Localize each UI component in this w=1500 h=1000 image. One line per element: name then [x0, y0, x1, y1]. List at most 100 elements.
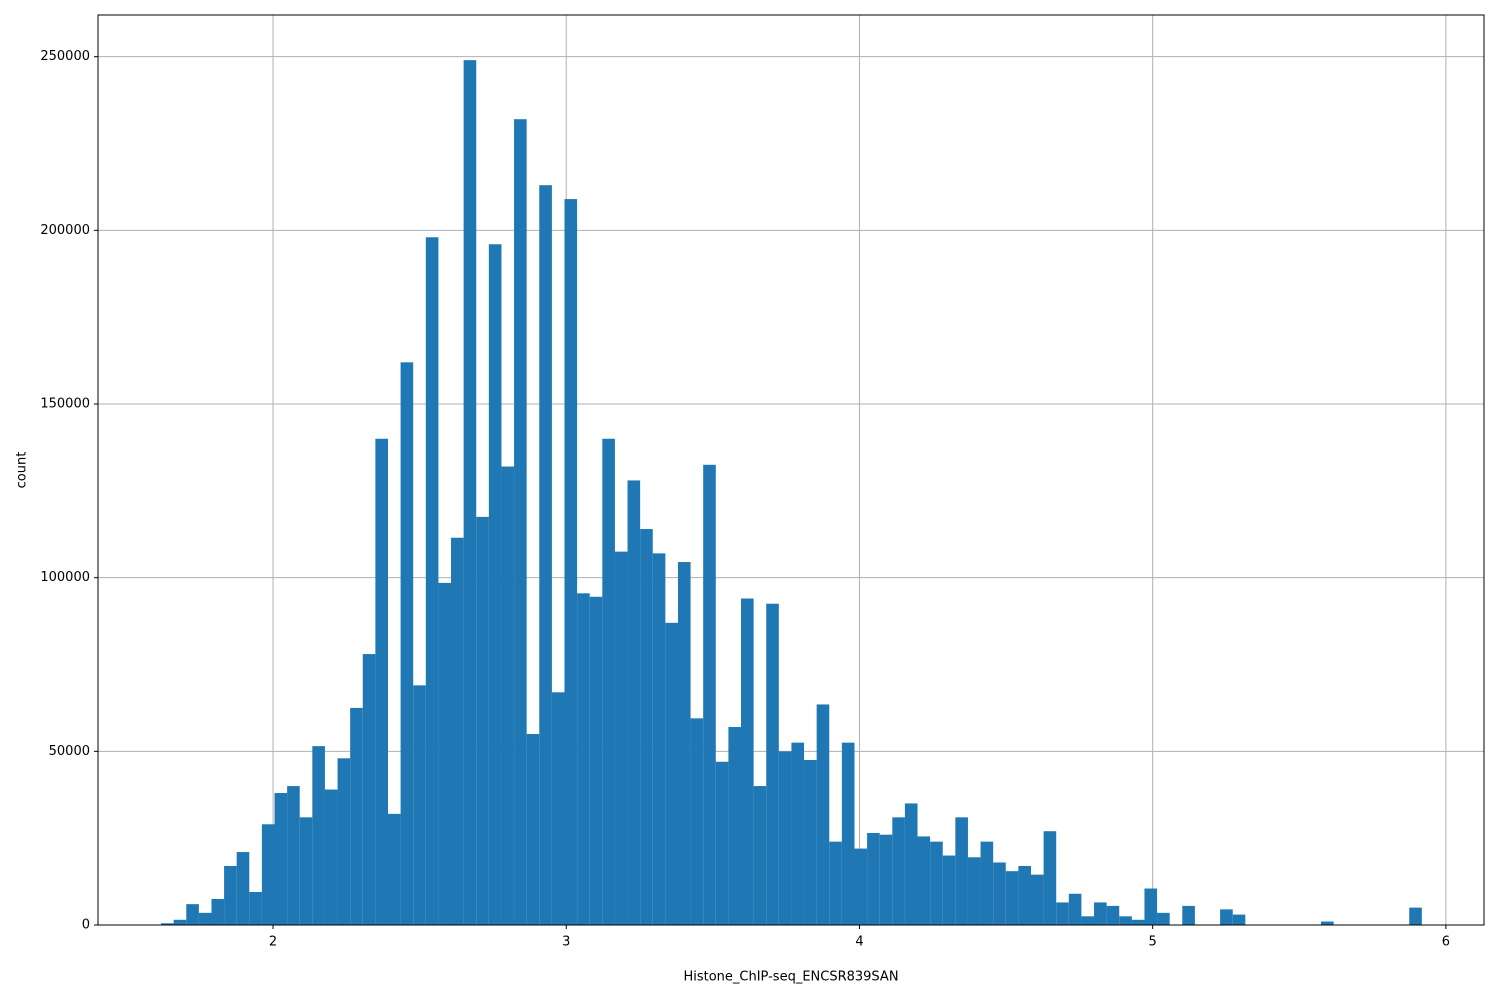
bar — [173, 919, 187, 925]
bar — [1094, 902, 1107, 925]
x-tick-label: 3 — [562, 935, 570, 950]
bar — [1081, 916, 1095, 925]
bar — [463, 60, 477, 926]
x-tick-label: 5 — [1149, 935, 1157, 950]
bar — [677, 562, 691, 925]
bar — [841, 742, 855, 925]
bar — [1320, 921, 1334, 925]
bar — [287, 786, 300, 925]
bar — [804, 760, 817, 925]
x-axis-label: Histone_ChIP-seq_ENCSR839SAN — [683, 970, 898, 985]
bar — [791, 742, 805, 925]
bar — [261, 824, 275, 925]
bar — [1068, 893, 1082, 925]
bar — [539, 185, 552, 925]
bar — [627, 480, 641, 925]
bar — [198, 912, 212, 925]
bar — [930, 841, 943, 925]
bar — [1144, 888, 1158, 925]
bar — [816, 704, 830, 925]
bar — [665, 622, 678, 925]
bar — [1220, 909, 1233, 925]
bar — [1409, 907, 1422, 925]
bar — [715, 761, 729, 925]
bar — [640, 529, 653, 925]
bar — [1182, 905, 1195, 925]
bar — [161, 923, 174, 925]
bar — [387, 813, 401, 925]
bar — [413, 685, 426, 925]
bar — [299, 817, 313, 925]
y-axis-label: count — [15, 452, 30, 489]
bar — [1232, 914, 1246, 925]
bar — [526, 733, 540, 925]
bar — [438, 582, 452, 925]
bar — [1131, 919, 1145, 925]
bar — [690, 718, 704, 925]
bar — [1018, 865, 1031, 925]
bar — [476, 516, 489, 925]
bar — [778, 751, 792, 925]
bar — [551, 692, 565, 925]
bar — [312, 746, 325, 925]
bar — [350, 707, 363, 925]
y-tick-label: 50000 — [49, 744, 90, 759]
plot-frame — [97, 14, 1485, 926]
bar — [1056, 902, 1069, 925]
bar — [211, 898, 225, 925]
bar — [425, 237, 439, 926]
bar — [967, 857, 981, 925]
bar — [753, 786, 767, 925]
bar — [1119, 916, 1132, 925]
bar — [879, 834, 893, 925]
bar — [375, 438, 388, 925]
y-tick-label: 250000 — [40, 49, 90, 64]
bar — [867, 832, 880, 925]
bar — [362, 654, 376, 925]
bar — [614, 551, 628, 925]
bar — [1030, 874, 1044, 925]
bar — [1005, 871, 1019, 925]
bar — [602, 438, 615, 925]
bar — [892, 817, 905, 925]
bar — [501, 466, 515, 925]
bar — [236, 852, 250, 925]
bar — [186, 904, 199, 925]
x-tick-label: 2 — [269, 935, 277, 950]
bar — [249, 892, 262, 925]
bar — [766, 603, 779, 925]
x-tick-label: 6 — [1442, 935, 1450, 950]
bar — [829, 841, 842, 925]
bar — [274, 793, 288, 925]
bar — [741, 598, 754, 925]
bar — [993, 862, 1006, 925]
y-tick-label: 100000 — [40, 570, 90, 585]
bar — [652, 553, 666, 925]
bar — [514, 119, 527, 925]
bar — [942, 855, 956, 925]
bar — [400, 362, 414, 925]
bar — [564, 199, 578, 925]
y-tick-label: 0 — [82, 918, 90, 933]
bar — [955, 817, 968, 925]
bar — [589, 596, 603, 925]
bar — [904, 803, 918, 925]
bar — [577, 593, 590, 925]
bar — [488, 244, 502, 926]
bar — [1106, 905, 1120, 925]
bar — [854, 848, 868, 925]
bar — [337, 758, 351, 925]
bar — [224, 865, 237, 925]
bar — [917, 836, 931, 925]
bar — [1157, 912, 1170, 925]
bar — [1043, 831, 1057, 925]
y-tick-label: 150000 — [40, 397, 90, 412]
bar — [980, 841, 994, 925]
bar — [324, 789, 338, 925]
bar — [703, 464, 716, 925]
bar — [451, 537, 464, 925]
y-tick-label: 200000 — [40, 223, 90, 238]
bar — [728, 727, 742, 925]
x-tick-label: 4 — [855, 935, 863, 950]
